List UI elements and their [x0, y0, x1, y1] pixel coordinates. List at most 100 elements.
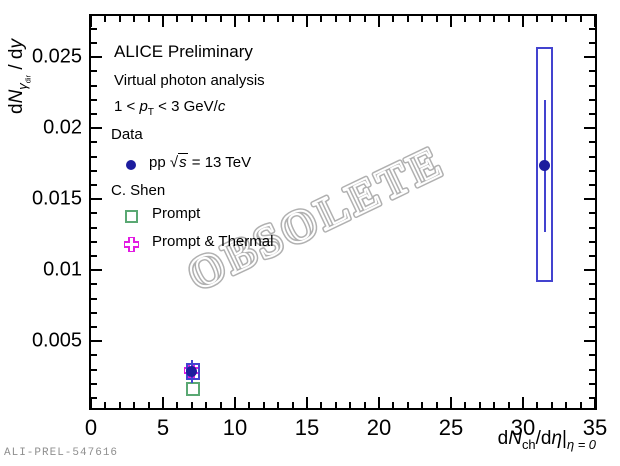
y-tick-right	[584, 56, 595, 59]
x-tick	[450, 397, 452, 408]
x-tick-top	[450, 16, 452, 27]
x-tick	[522, 397, 524, 408]
x-tick-top	[306, 16, 308, 27]
x-tick	[464, 402, 467, 408]
x-tick	[507, 402, 510, 408]
y-tick-right	[589, 155, 595, 158]
y-tick-right	[589, 98, 595, 101]
x-tick	[219, 402, 222, 408]
y-tick-right	[589, 255, 595, 258]
y-title-mid: / d	[6, 48, 27, 75]
y-tick-right	[589, 297, 595, 300]
x-tick	[104, 402, 107, 408]
y-tick	[91, 56, 102, 59]
y-tick-right	[589, 84, 595, 87]
y-tick	[91, 397, 97, 400]
x-tick-top	[248, 16, 251, 22]
legend-prompt-marker-icon	[125, 210, 138, 223]
y-tick	[91, 326, 97, 329]
y-axis-title: dNγdir / dy	[6, 39, 32, 114]
x-tick	[320, 402, 323, 408]
y-tick-right	[589, 141, 595, 144]
x-title-sub-ch: ch	[521, 436, 536, 452]
x-tick	[190, 402, 193, 408]
y-tick-right	[589, 240, 595, 243]
y-title-N: N	[6, 89, 27, 104]
x-tick-label: 20	[366, 415, 392, 440]
x-tick-top	[320, 16, 323, 22]
model-prompt-marker	[186, 381, 201, 396]
sqrt-sign: √	[169, 154, 179, 171]
y-tick	[91, 198, 102, 201]
y-tick	[91, 27, 97, 30]
x-tick-top	[406, 16, 409, 22]
x-tick	[536, 402, 539, 408]
x-tick	[478, 402, 481, 408]
x-tick-label: 0	[84, 415, 98, 440]
x-tick-top	[478, 16, 481, 22]
y-tick-right	[589, 326, 595, 329]
x-tick-top	[118, 16, 121, 22]
y-title-gamma: γ	[14, 83, 30, 90]
sqrt-s: s	[178, 153, 188, 171]
y-tick-right	[584, 127, 595, 130]
pt-p: p	[139, 98, 148, 115]
x-tick	[118, 402, 121, 408]
legend-pp-marker-icon	[126, 160, 136, 170]
x-tick-top	[90, 16, 92, 27]
x-tick-top	[392, 16, 395, 22]
x-tick-top	[594, 16, 596, 27]
x-tick	[234, 397, 236, 408]
plot-frame: OBSOLETE OBSOLETE ALICE Preliminary Virt…	[32, 14, 607, 440]
x-tick	[363, 402, 366, 408]
y-tick-label: 0.02	[43, 116, 82, 139]
data-point-marker	[539, 159, 551, 171]
y-tick	[91, 269, 102, 272]
y-tick	[91, 226, 97, 229]
x-tick-top	[133, 16, 136, 22]
y-tick-right	[589, 283, 595, 286]
y-tick	[91, 113, 97, 115]
analysis-label: Virtual photon analysis	[114, 72, 265, 89]
x-tick-top	[291, 16, 294, 22]
legend-model-header: C. Shen	[111, 182, 166, 199]
x-tick-top	[464, 16, 467, 22]
y-title-y: y	[6, 39, 27, 49]
y-tick-right	[589, 212, 595, 215]
x-tick	[349, 402, 352, 408]
pt-sub-T: T	[147, 107, 155, 118]
x-tick	[421, 402, 424, 408]
x-tick-top	[219, 16, 222, 22]
y-tick-right	[584, 198, 595, 201]
x-tick-top	[277, 16, 280, 22]
x-tick	[594, 397, 596, 408]
y-tick-right	[589, 41, 595, 44]
y-tick	[91, 127, 102, 130]
y-tick	[91, 340, 102, 343]
x-tick	[262, 402, 265, 408]
y-tick	[91, 141, 97, 144]
x-tick-top	[205, 16, 208, 22]
pt-post: < 3 GeV/	[154, 98, 218, 115]
y-tick-right	[589, 169, 595, 172]
x-tick	[565, 402, 568, 408]
pt-c: c	[217, 98, 226, 115]
y-tick	[91, 368, 97, 371]
x-tick-top	[162, 16, 164, 27]
y-tick	[91, 212, 97, 215]
x-tick	[435, 402, 438, 408]
syst-error-box	[535, 47, 553, 282]
y-tick	[91, 41, 97, 44]
y-tick-label: 0.015	[31, 187, 82, 210]
plot-area: OBSOLETE OBSOLETE ALICE Preliminary Virt…	[32, 16, 607, 440]
x-tick-top	[421, 16, 424, 22]
x-tick-label: 15	[294, 415, 320, 440]
legend-data-header: Data	[111, 126, 143, 143]
y-tick-right	[589, 382, 595, 385]
x-tick-label: 35	[582, 415, 608, 440]
legend-prompt-thermal-marker-icon	[124, 237, 139, 252]
x-tick	[493, 402, 496, 408]
x-tick	[147, 402, 150, 408]
x-tick	[378, 397, 380, 408]
